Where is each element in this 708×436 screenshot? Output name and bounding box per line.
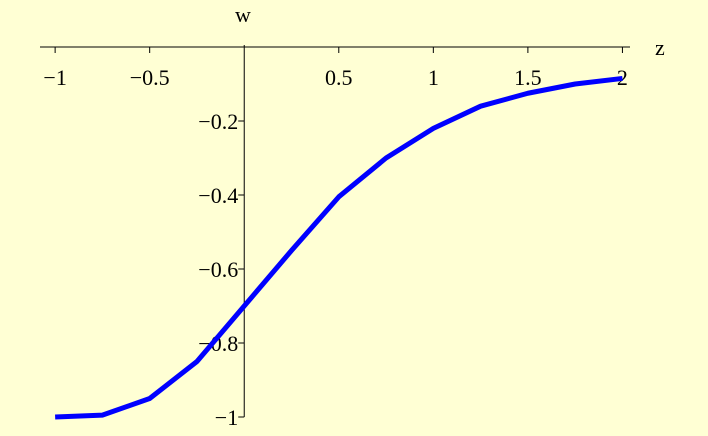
x-axis-label: z xyxy=(655,35,665,60)
y-tick-label: −0.6 xyxy=(198,257,238,282)
x-tick-label: 0.5 xyxy=(325,65,353,90)
data-line xyxy=(55,75,623,420)
x-tick-label: −0.5 xyxy=(130,65,170,90)
x-tick-label: 2 xyxy=(617,65,628,90)
y-tick-label: −0.4 xyxy=(198,183,238,208)
y-axis-label: w xyxy=(235,2,251,27)
x-tick-label: −1 xyxy=(43,65,66,90)
y-tick-label: −1 xyxy=(215,405,238,430)
x-tick-label: 1 xyxy=(428,65,439,90)
y-tick-label: −0.2 xyxy=(198,109,238,134)
x-tick-label: 1.5 xyxy=(514,65,542,90)
